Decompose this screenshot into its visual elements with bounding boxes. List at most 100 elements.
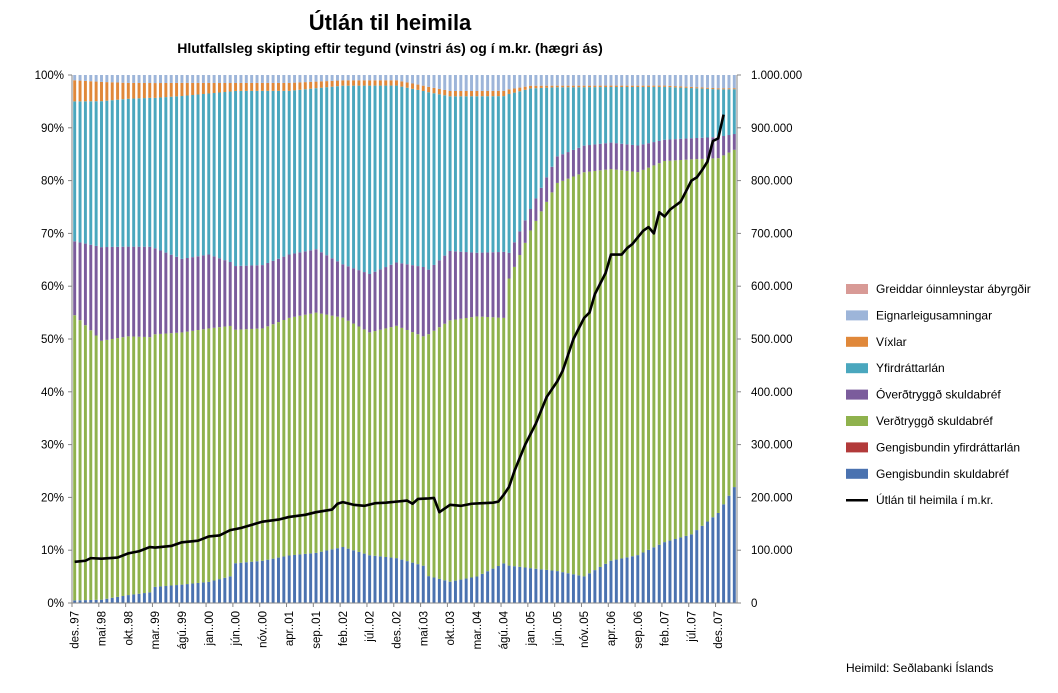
bar-segment — [555, 156, 559, 183]
bar-segment — [534, 88, 538, 199]
bar-segment — [260, 90, 264, 266]
bar-segment — [496, 96, 500, 253]
left-tick-label: 0% — [47, 598, 64, 610]
bar-segment — [432, 577, 436, 603]
bar-segment — [706, 137, 709, 159]
bar-segment — [555, 182, 559, 572]
bar-segment — [105, 100, 109, 248]
bar-segment — [416, 564, 420, 603]
bar-segment — [663, 85, 667, 87]
bar-segment — [582, 87, 586, 146]
bar-segment — [652, 165, 656, 548]
bar-segment — [389, 327, 393, 558]
right-tick-label: 400.000 — [751, 387, 793, 399]
bar-segment — [432, 75, 436, 88]
bar-segment — [491, 568, 495, 603]
bar-segment — [228, 75, 232, 83]
bar-segment — [121, 595, 125, 603]
bar-segment — [73, 315, 77, 601]
bar-segment — [470, 75, 474, 91]
bar-segment — [196, 330, 200, 583]
bar-segment — [437, 94, 441, 261]
bar-segment — [78, 75, 82, 81]
bar-segment — [722, 89, 726, 137]
bar-segment — [153, 75, 157, 84]
bar-segment — [459, 90, 463, 97]
bar-segment — [212, 580, 216, 603]
bar-segment — [566, 85, 570, 88]
bar-segment — [175, 585, 179, 603]
bar-segment — [716, 75, 720, 89]
bar-segment — [448, 75, 452, 91]
bar-segment — [453, 75, 457, 91]
bar-segment — [100, 247, 103, 341]
bar-segment — [196, 75, 200, 83]
bar-segment — [491, 75, 495, 91]
bar-segment — [234, 82, 238, 91]
bar-segment — [411, 83, 415, 89]
x-tick-label: nóv..00 — [257, 611, 269, 648]
bar-segment — [732, 88, 736, 90]
bar-segment — [116, 75, 120, 83]
bar-segment — [394, 262, 398, 326]
bar-segment — [260, 82, 264, 91]
bar-segment — [153, 83, 157, 98]
left-tick-label: 90% — [41, 123, 64, 135]
chart-subtitle: Hlutfallsleg skipting eftir tegund (vins… — [177, 40, 603, 56]
bar-segment — [277, 258, 280, 323]
bar-segment — [266, 82, 270, 91]
bar-segment — [727, 495, 731, 603]
bar-segment — [212, 75, 216, 83]
bar-segment — [448, 581, 452, 603]
bar-segment — [110, 100, 114, 247]
bar-segment — [486, 75, 490, 91]
bar-segment — [486, 90, 490, 97]
bar-segment — [389, 80, 393, 86]
bar-segment — [593, 170, 597, 571]
bar-segment — [244, 90, 248, 266]
bar-segment — [159, 83, 162, 98]
bar-segment — [271, 75, 275, 83]
bar-segment — [695, 87, 699, 89]
bar-segment — [83, 101, 87, 244]
right-tick-label: 300.000 — [751, 440, 793, 452]
bar-segment — [427, 269, 431, 335]
right-tick-label: 900.000 — [751, 123, 793, 135]
bar-segment — [212, 82, 216, 93]
bar-segment — [727, 152, 731, 496]
bar-segment — [475, 252, 479, 317]
bar-segment — [94, 335, 98, 600]
bar-segment — [325, 255, 329, 315]
legend-label: Greiddar óinnleystar ábyrgðir — [876, 282, 1031, 296]
bar-segment — [282, 90, 286, 257]
bar-segment — [663, 75, 667, 86]
bar-segment — [266, 326, 270, 560]
bar-segment — [293, 554, 297, 603]
bar-segment — [491, 96, 495, 253]
bar-segment — [486, 571, 490, 603]
bar-segment — [137, 75, 141, 83]
bar-segment — [105, 598, 109, 603]
bar-segment — [153, 586, 157, 603]
bar-segment — [668, 75, 672, 86]
bar-segment — [512, 88, 516, 93]
bar-segment — [175, 96, 179, 257]
bar-segment — [496, 317, 500, 566]
bar-segment — [555, 87, 559, 157]
bar-segment — [582, 172, 586, 577]
bar-segment — [298, 554, 302, 603]
left-tick-label: 20% — [41, 492, 64, 504]
bar-segment — [400, 263, 404, 328]
bar-segment — [614, 143, 618, 170]
bar-segment — [529, 75, 532, 86]
bar-segment — [335, 261, 339, 317]
bar-segment — [464, 90, 468, 97]
bar-segment — [523, 567, 527, 603]
bar-segment — [555, 571, 559, 603]
bar-segment — [620, 143, 624, 171]
x-tick-label: sep..06 — [633, 611, 645, 649]
x-tick-label: feb..07 — [660, 611, 672, 646]
bar-segment — [625, 144, 629, 171]
bar-segment — [319, 87, 323, 253]
bar-segment — [641, 75, 645, 86]
